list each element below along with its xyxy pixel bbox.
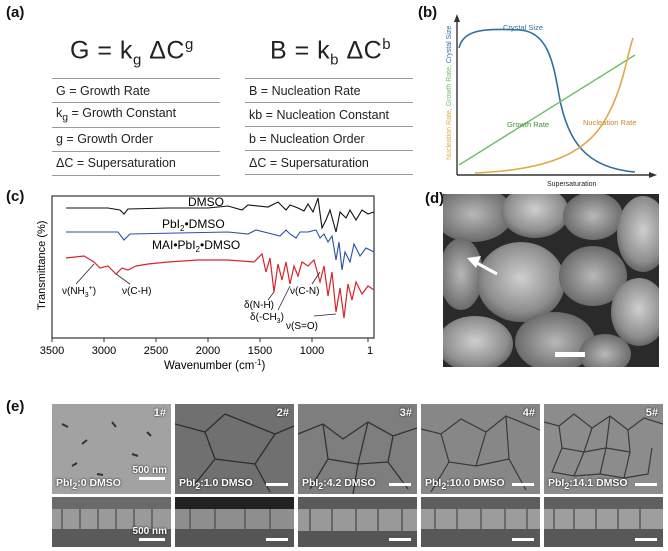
nh3-annotation: ν(NH3+) <box>62 285 96 299</box>
growth-definitions-table: G = Growth Rate kg = Growth Constant g =… <box>52 78 220 176</box>
sem-cross-section-3 <box>298 497 417 547</box>
b-x-axis-title: Supersaturation <box>547 181 597 188</box>
c-x-axis-title: Wavenumber (cm-1) <box>164 358 265 372</box>
sem-surface-4: 4# PbI2:10.0 DMSO <box>421 404 540 494</box>
dmso-trace-label: DMSO <box>188 195 224 209</box>
panel-c-label: (c) <box>6 188 25 205</box>
b-y-axis-title: Nucleation Rate, Growth Rate, Crystal Si… <box>446 26 453 160</box>
panel-d-label: (d) <box>425 190 445 207</box>
sem-cross-section-2 <box>175 497 294 547</box>
panel-e-label: (e) <box>6 398 25 415</box>
c-xtick-label: 2000 <box>196 345 220 357</box>
sem-cross-section-5 <box>544 497 663 547</box>
surface-texture <box>544 404 663 494</box>
sample-label: PbI2:1.0 DMSO <box>179 476 253 491</box>
panel-b-chart: Crystal Size Growth Rate Nucleation Rate… <box>446 14 657 188</box>
scale-bar <box>635 538 657 541</box>
ch3-annotation: δ(-CH3) <box>250 312 284 325</box>
nucleation-rate-curve <box>474 37 634 174</box>
nucleation-rate-label: Nucleation Rate <box>583 118 636 127</box>
growth-def-row: G = Growth Rate <box>52 78 220 103</box>
sample-label: PbI2:4.2 DMSO <box>302 476 376 491</box>
scale-bar <box>139 477 165 480</box>
panel-c-ftir-chart: 3500 3000 2500 2000 1500 1000 1 Wavenumb… <box>36 195 375 372</box>
c-x-ticks <box>51 338 369 342</box>
growth-rate-label: Growth Rate <box>507 120 549 129</box>
bottom-scale-label: 500 nm <box>132 526 167 537</box>
dmso-trace <box>66 197 375 233</box>
sample-label: PbI2:10.0 DMSO <box>425 476 505 491</box>
c-xtick-label: 2500 <box>144 345 168 357</box>
scale-bar <box>635 483 657 486</box>
mai-pbi2-dmso-trace <box>65 252 375 319</box>
so-annotation: ν(S=O) <box>286 321 318 332</box>
c-y-axis-title: Transmittance (%) <box>36 221 48 310</box>
nucleation-def-row: ΔC = Supersaturation <box>245 150 413 175</box>
sample-label: PbI2:0 DMSO <box>56 476 121 491</box>
c-xtick-label: 1500 <box>248 345 272 357</box>
nucleation-def-row: B = Nucleation Rate <box>245 78 413 103</box>
pbi2-dmso-trace <box>66 229 375 271</box>
sem-surface-3: 3# PbI2:4.2 DMSO <box>298 404 417 494</box>
panel-d-sem-image <box>443 194 659 367</box>
nh-annotation: δ(N-H) <box>244 300 274 311</box>
c-annotation-arrows <box>75 263 337 317</box>
b-x-arrow <box>649 172 657 178</box>
sample-label: PbI2:14.1 DMSO <box>548 476 628 491</box>
nucleation-def-row: kb = Nucleation Constant <box>245 102 413 127</box>
sem-surface-5: 5# PbI2:14.1 DMSO <box>544 404 663 494</box>
growth-def-row: g = Growth Order <box>52 126 220 151</box>
c-xtick-label: 1000 <box>300 345 324 357</box>
scale-bar <box>512 483 534 486</box>
nucleation-equation: B = kb ΔCb <box>270 36 392 69</box>
d-scale-bar <box>555 352 585 357</box>
growth-rate-curve <box>458 54 636 166</box>
ch-annotation: ν(C-H) <box>122 286 151 297</box>
growth-def-row: ΔC = Supersaturation <box>52 150 220 176</box>
scale-bar <box>389 483 411 486</box>
sample-number: 3# <box>399 407 412 419</box>
surface-texture <box>175 404 294 494</box>
c-xtick-label: 3500 <box>40 345 64 357</box>
sem-grain-texture <box>443 194 659 367</box>
sem-cross-section-1: 500 nm <box>52 497 171 547</box>
scale-bar <box>139 538 165 541</box>
crystal-size-curve <box>458 28 636 173</box>
scale-bar <box>512 538 534 541</box>
surface-texture <box>298 404 417 494</box>
growth-equation: G = kg ΔCg <box>70 36 194 69</box>
panel-a-label: (a) <box>6 4 25 21</box>
cn-annotation: ν(C-N) <box>290 286 319 297</box>
scale-bar <box>389 538 411 541</box>
growth-def-row: kg = Growth Constant <box>52 102 220 127</box>
panel-b-label: (b) <box>418 4 438 21</box>
sample-number: 5# <box>645 407 658 419</box>
c-xtick-label: 1 <box>367 345 373 357</box>
b-y-arrow <box>454 14 460 22</box>
scale-bar <box>266 483 288 486</box>
nucleation-definitions-table: B = Nucleation Rate kb = Nucleation Cons… <box>245 78 413 175</box>
sample-number: 1# <box>153 407 166 419</box>
cross-section-texture <box>298 497 417 547</box>
nucleation-def-row: b = Nucleation Order <box>245 126 413 151</box>
top-scale-label: 500 nm <box>132 465 167 476</box>
sem-cross-section-4 <box>421 497 540 547</box>
surface-texture <box>421 404 540 494</box>
cross-section-texture <box>544 497 663 547</box>
sample-number: 2# <box>276 407 289 419</box>
c-plot-frame <box>51 195 375 339</box>
sample-number: 4# <box>522 407 535 419</box>
mai-trace-label: MAI•PbI2•DMSO <box>152 238 240 254</box>
c-xtick-label: 3000 <box>92 345 116 357</box>
sem-arrow-head <box>467 256 481 268</box>
sem-arrow-shaft <box>474 260 498 276</box>
sem-surface-1: 1# 500 nm PbI2:0 DMSO <box>52 404 171 494</box>
crystal-size-label: Crystal Size <box>503 23 543 32</box>
scale-bar <box>266 538 288 541</box>
pbi2-trace-label: PbI2•DMSO <box>162 217 225 233</box>
sem-surface-2: 2# PbI2:1.0 DMSO <box>175 404 294 494</box>
